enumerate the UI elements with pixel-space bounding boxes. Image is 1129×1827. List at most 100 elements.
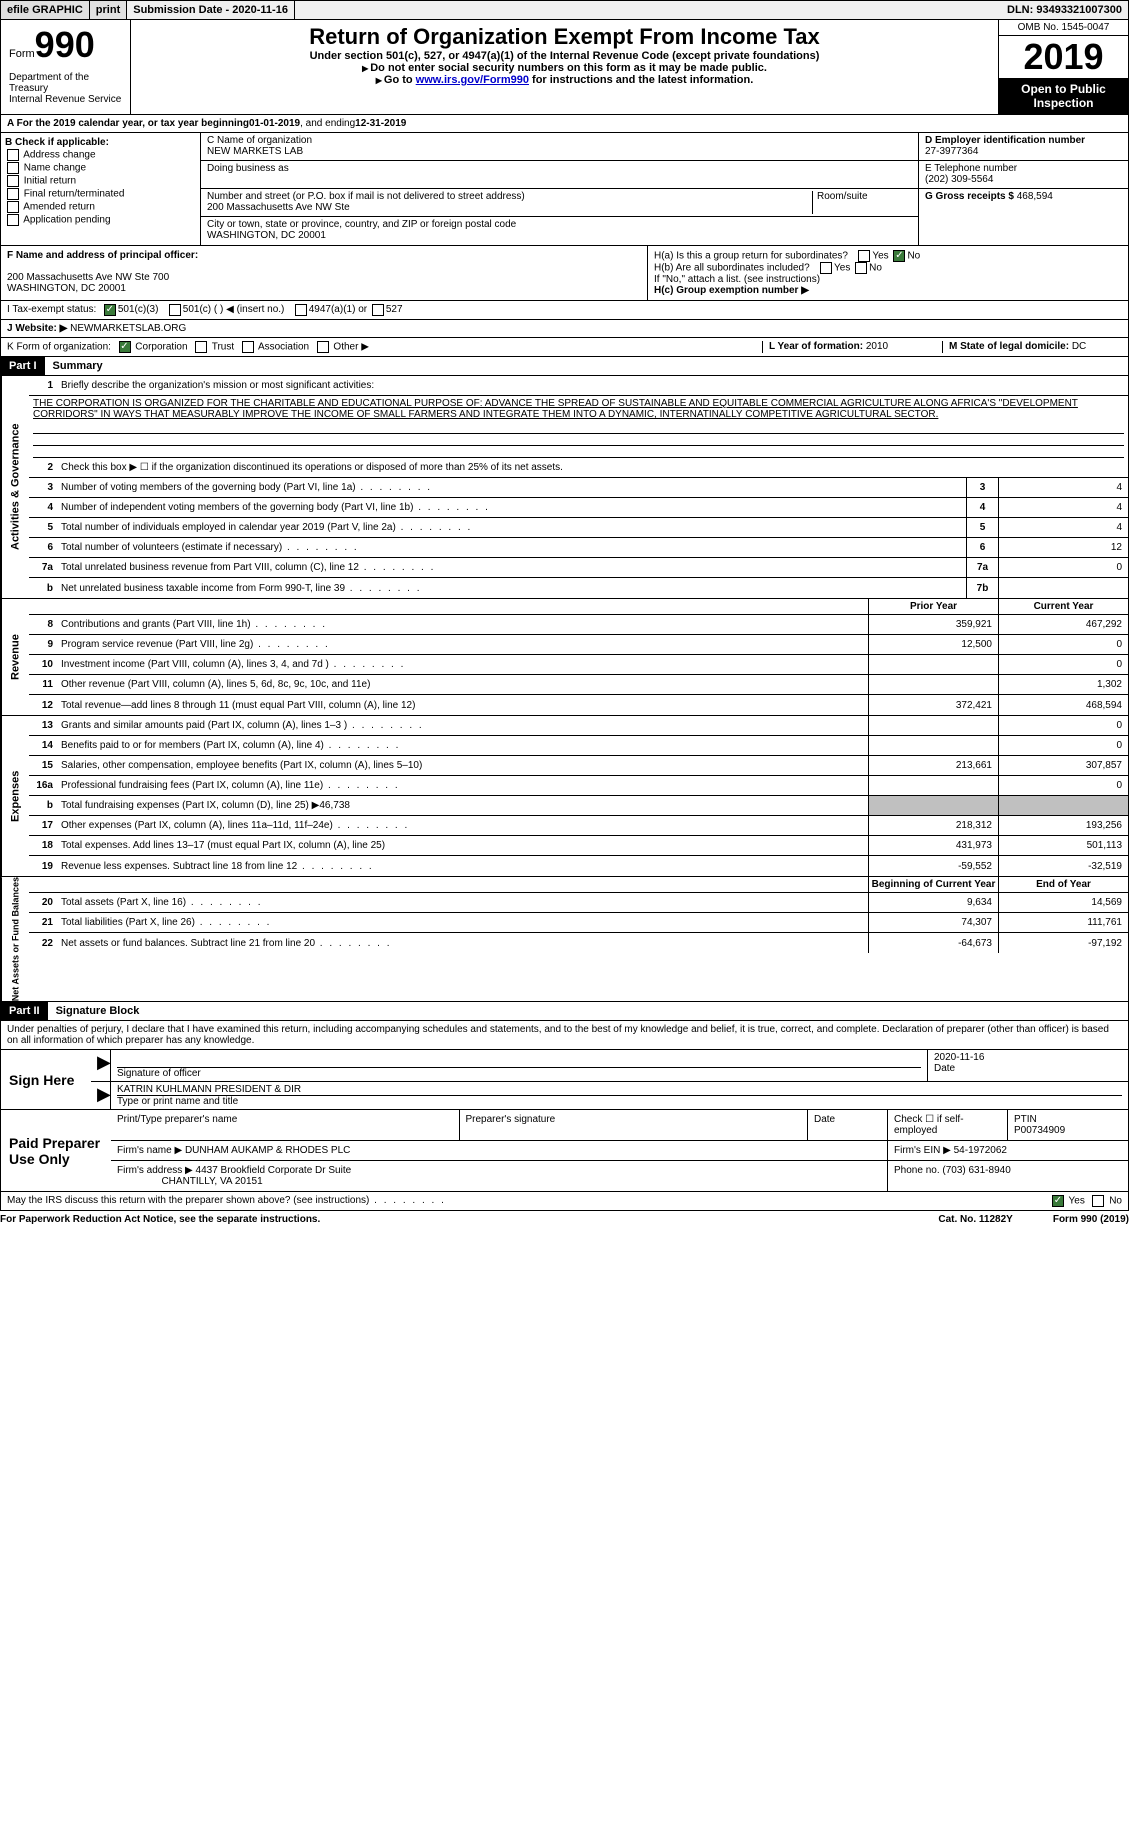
net-assets-section: Net Assets or Fund Balances Beginning of… xyxy=(0,877,1129,1002)
ein: 27-3977364 xyxy=(925,146,1122,157)
b-header: B Check if applicable: xyxy=(5,137,109,148)
principal-officer: F Name and address of principal officer:… xyxy=(1,246,648,300)
firm-ein: 54-1972062 xyxy=(954,1145,1007,1156)
end-hdr: End of Year xyxy=(998,877,1128,892)
p12: 372,421 xyxy=(868,695,998,715)
form-title: Return of Organization Exempt From Incom… xyxy=(135,24,994,50)
line3: Number of voting members of the governin… xyxy=(57,480,966,495)
p18: 431,973 xyxy=(868,836,998,855)
sign-here-label: Sign Here xyxy=(1,1050,91,1109)
k-label: K Form of organization: xyxy=(7,342,111,353)
line7b: Net unrelated business taxable income fr… xyxy=(57,581,966,596)
chk-association[interactable] xyxy=(242,341,254,353)
chk-other[interactable] xyxy=(317,341,329,353)
beginning-hdr: Beginning of Current Year xyxy=(868,877,998,892)
discuss-yes[interactable] xyxy=(1052,1195,1064,1207)
preparer-name-label: Print/Type preparer's name xyxy=(111,1110,460,1140)
street-label: Number and street (or P.O. box if mail i… xyxy=(207,191,812,202)
chk-501c3[interactable] xyxy=(104,304,116,316)
p17: 218,312 xyxy=(868,816,998,835)
col-b-checkboxes: B Check if applicable: Address change Na… xyxy=(1,133,201,245)
paid-preparer-block: Paid Preparer Use Only Print/Type prepar… xyxy=(0,1110,1129,1192)
prior-year-hdr: Prior Year xyxy=(868,599,998,614)
footer-cat: Cat. No. 11282Y xyxy=(938,1214,1012,1225)
c16b xyxy=(998,796,1128,815)
current-year-hdr: Current Year xyxy=(998,599,1128,614)
efile-label: efile GRAPHIC xyxy=(1,1,90,19)
perjury-statement: Under penalties of perjury, I declare th… xyxy=(0,1021,1129,1050)
preparer-date-label: Date xyxy=(808,1110,888,1140)
ha-question: H(a) Is this a group return for subordin… xyxy=(654,251,848,262)
chk-initial-return[interactable]: Initial return xyxy=(5,175,196,187)
page-footer: For Paperwork Reduction Act Notice, see … xyxy=(0,1211,1129,1228)
firm-addr2: CHANTILLY, VA 20151 xyxy=(161,1176,262,1187)
line15: Salaries, other compensation, employee b… xyxy=(57,758,868,773)
p15: 213,661 xyxy=(868,756,998,775)
subtitle-2: Do not enter social security numbers on … xyxy=(370,62,767,74)
city-label: City or town, state or province, country… xyxy=(207,219,912,230)
print-button[interactable]: print xyxy=(90,1,127,19)
ha-no[interactable] xyxy=(893,250,905,262)
self-employed-check[interactable]: Check ☐ if self-employed xyxy=(888,1110,1008,1140)
mission-statement: THE CORPORATION IS ORGANIZED FOR THE CHA… xyxy=(29,396,1128,422)
c22: -97,192 xyxy=(998,933,1128,953)
line11: Other revenue (Part VIII, column (A), li… xyxy=(57,677,868,692)
chk-corporation[interactable] xyxy=(119,341,131,353)
row-klm: K Form of organization: Corporation Trus… xyxy=(0,338,1129,357)
line10: Investment income (Part VIII, column (A)… xyxy=(57,657,868,672)
top-bar: efile GRAPHIC print Submission Date - 20… xyxy=(0,0,1129,20)
row-f-h: F Name and address of principal officer:… xyxy=(0,246,1129,301)
c9: 0 xyxy=(998,635,1128,654)
year-formation: 2010 xyxy=(866,341,888,352)
domicile: DC xyxy=(1072,341,1086,352)
name-arrow-icon: ▶ xyxy=(91,1082,111,1109)
chk-name-change[interactable]: Name change xyxy=(5,162,196,174)
c11: 1,302 xyxy=(998,675,1128,694)
title-block: Return of Organization Exempt From Incom… xyxy=(131,20,998,114)
year-block: OMB No. 1545-0047 2019 Open to Public In… xyxy=(998,20,1128,114)
part2-header: Part IISignature Block xyxy=(0,1002,1129,1021)
val5: 4 xyxy=(998,518,1128,537)
chk-501c[interactable] xyxy=(169,304,181,316)
officer-name-label: Type or print name and title xyxy=(117,1096,1122,1107)
ptin-label: PTIN xyxy=(1014,1114,1037,1125)
chk-527[interactable] xyxy=(372,304,384,316)
officer-name: KATRIN KUHLMANN PRESIDENT & DIR xyxy=(117,1084,1122,1096)
line18: Total expenses. Add lines 13–17 (must eq… xyxy=(57,838,868,853)
line19: Revenue less expenses. Subtract line 18 … xyxy=(57,859,868,874)
line1-label: Briefly describe the organization's miss… xyxy=(57,378,1128,393)
ha-yes[interactable] xyxy=(858,250,870,262)
firm-name: DUNHAM AUKAMP & RHODES PLC xyxy=(185,1145,350,1156)
firm-phone-label: Phone no. xyxy=(894,1165,942,1176)
subtitle-1: Under section 501(c), 527, or 4947(a)(1)… xyxy=(135,50,994,62)
line21: Total liabilities (Part X, line 26) xyxy=(57,915,868,930)
line4: Number of independent voting members of … xyxy=(57,500,966,515)
c13: 0 xyxy=(998,716,1128,735)
chk-4947[interactable] xyxy=(295,304,307,316)
discuss-no[interactable] xyxy=(1092,1195,1104,1207)
col-c-org-info: C Name of organizationNEW MARKETS LAB Do… xyxy=(201,133,918,245)
tab-revenue: Revenue xyxy=(1,599,29,715)
chk-application-pending[interactable]: Application pending xyxy=(5,214,196,226)
instructions-link[interactable]: www.irs.gov/Form990 xyxy=(416,74,529,86)
chk-trust[interactable] xyxy=(195,341,207,353)
hb-no[interactable] xyxy=(855,262,867,274)
tax-period: A For the 2019 calendar year, or tax yea… xyxy=(0,115,1129,133)
chk-amended[interactable]: Amended return xyxy=(5,201,196,213)
hb-note: If "No," attach a list. (see instruction… xyxy=(654,274,1122,285)
chk-final-return[interactable]: Final return/terminated xyxy=(5,188,196,200)
preparer-sig-label: Preparer's signature xyxy=(460,1110,809,1140)
p11 xyxy=(868,675,998,694)
line17: Other expenses (Part IX, column (A), lin… xyxy=(57,818,868,833)
city: WASHINGTON, DC 20001 xyxy=(207,230,912,241)
col-d-ids: D Employer identification number27-39773… xyxy=(918,133,1128,245)
c16a: 0 xyxy=(998,776,1128,795)
sign-date-label: Date xyxy=(934,1063,1122,1074)
p19: -59,552 xyxy=(868,856,998,876)
hb-yes[interactable] xyxy=(820,262,832,274)
chk-address-change[interactable]: Address change xyxy=(5,149,196,161)
val6: 12 xyxy=(998,538,1128,557)
tab-net-assets: Net Assets or Fund Balances xyxy=(1,877,29,1001)
firm-addr: 4437 Brookfield Corporate Dr Suite xyxy=(196,1165,352,1176)
website-row: J Website: ▶ NEWMARKETSLAB.ORG xyxy=(0,320,1129,338)
